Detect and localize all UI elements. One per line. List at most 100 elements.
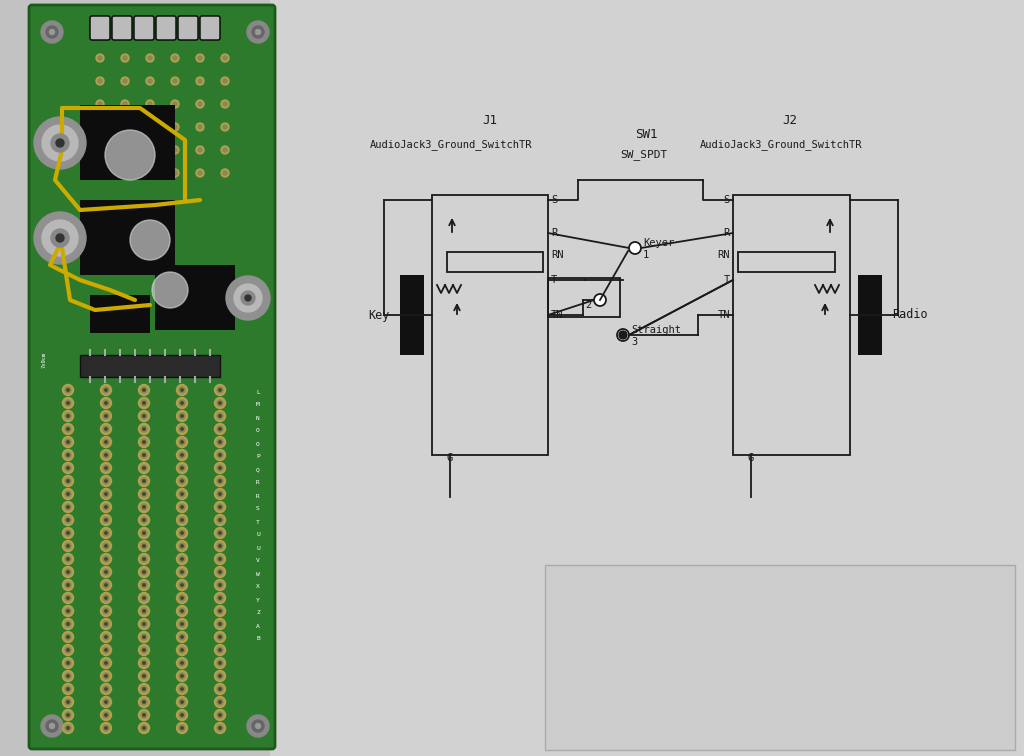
Circle shape — [138, 593, 150, 603]
Circle shape — [181, 662, 183, 665]
Circle shape — [65, 491, 71, 497]
Circle shape — [100, 696, 112, 708]
Circle shape — [138, 488, 150, 500]
Circle shape — [141, 699, 147, 705]
Circle shape — [103, 582, 109, 588]
Circle shape — [219, 454, 221, 456]
Circle shape — [67, 441, 70, 443]
Text: B: B — [256, 637, 260, 642]
Text: R: R — [551, 228, 557, 238]
Circle shape — [141, 387, 147, 393]
Circle shape — [198, 148, 202, 152]
Circle shape — [179, 582, 185, 588]
Circle shape — [171, 123, 179, 131]
Circle shape — [42, 220, 78, 256]
Circle shape — [256, 723, 260, 729]
Circle shape — [138, 385, 150, 395]
Circle shape — [67, 701, 70, 703]
Circle shape — [104, 714, 108, 716]
Circle shape — [217, 608, 223, 614]
Text: Keyer: Keyer — [643, 238, 674, 248]
Circle shape — [121, 169, 129, 177]
Circle shape — [198, 125, 202, 129]
Circle shape — [104, 506, 108, 508]
Circle shape — [179, 400, 185, 406]
Circle shape — [65, 595, 71, 601]
Circle shape — [100, 488, 112, 500]
Circle shape — [219, 727, 221, 730]
Circle shape — [214, 476, 225, 487]
Circle shape — [217, 673, 223, 679]
Bar — [90, 295, 150, 333]
Circle shape — [104, 558, 108, 560]
Circle shape — [142, 441, 145, 443]
Circle shape — [181, 675, 183, 677]
Circle shape — [214, 436, 225, 448]
Circle shape — [67, 714, 70, 716]
Circle shape — [103, 517, 109, 523]
Circle shape — [62, 528, 74, 538]
Circle shape — [141, 439, 147, 445]
Circle shape — [176, 671, 187, 681]
Circle shape — [142, 636, 145, 638]
Circle shape — [56, 139, 63, 147]
Circle shape — [34, 117, 86, 169]
Text: P: P — [256, 454, 260, 460]
Circle shape — [141, 660, 147, 666]
Circle shape — [217, 387, 223, 393]
Circle shape — [121, 100, 129, 108]
Circle shape — [67, 596, 70, 600]
Circle shape — [142, 531, 145, 534]
Circle shape — [176, 709, 187, 720]
Circle shape — [62, 580, 74, 590]
Circle shape — [65, 504, 71, 510]
Circle shape — [67, 466, 70, 469]
Circle shape — [141, 569, 147, 575]
Circle shape — [141, 647, 147, 653]
Circle shape — [96, 146, 104, 154]
Circle shape — [214, 593, 225, 603]
Circle shape — [176, 631, 187, 643]
Circle shape — [138, 501, 150, 513]
Circle shape — [67, 623, 70, 625]
Circle shape — [67, 558, 70, 560]
Circle shape — [142, 701, 145, 703]
Circle shape — [103, 452, 109, 458]
Circle shape — [176, 436, 187, 448]
Circle shape — [617, 329, 629, 341]
Circle shape — [100, 566, 112, 578]
Circle shape — [104, 571, 108, 573]
Circle shape — [221, 100, 229, 108]
Circle shape — [141, 530, 147, 536]
Circle shape — [100, 436, 112, 448]
Circle shape — [100, 398, 112, 408]
Circle shape — [104, 415, 108, 417]
Bar — [270, 0, 1024, 756]
Circle shape — [256, 29, 260, 35]
Circle shape — [176, 658, 187, 668]
Circle shape — [100, 618, 112, 630]
Circle shape — [217, 413, 223, 419]
Circle shape — [142, 545, 145, 547]
Circle shape — [173, 171, 177, 175]
Text: L: L — [256, 389, 260, 395]
Circle shape — [67, 493, 70, 495]
Circle shape — [179, 465, 185, 471]
Circle shape — [96, 54, 104, 62]
Circle shape — [65, 634, 71, 640]
Circle shape — [219, 428, 221, 430]
Circle shape — [138, 411, 150, 422]
Circle shape — [214, 671, 225, 681]
Circle shape — [105, 130, 155, 180]
Circle shape — [141, 582, 147, 588]
Circle shape — [217, 530, 223, 536]
Circle shape — [217, 556, 223, 562]
Circle shape — [148, 125, 152, 129]
Circle shape — [138, 709, 150, 720]
Circle shape — [226, 276, 270, 320]
Circle shape — [142, 506, 145, 508]
Circle shape — [104, 701, 108, 703]
Circle shape — [241, 291, 255, 305]
Circle shape — [62, 618, 74, 630]
Circle shape — [104, 662, 108, 665]
